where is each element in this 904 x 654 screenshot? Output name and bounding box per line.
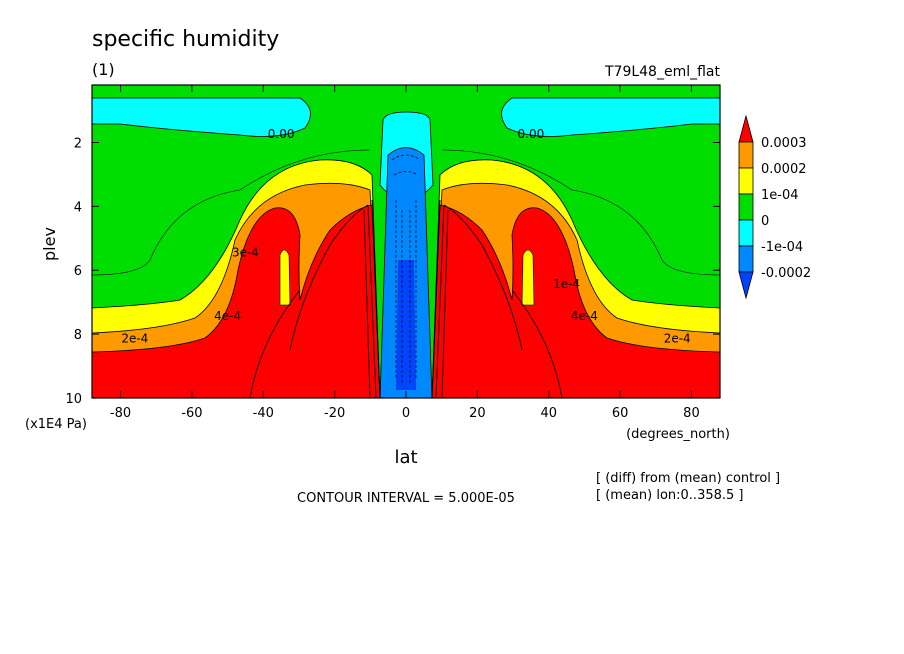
- y-tick-label: 6: [74, 264, 82, 279]
- colorbar-label: -0.0002: [761, 266, 811, 281]
- note-diff: [ (diff) from (mean) control ]: [596, 471, 780, 486]
- contour-fill: [92, 85, 720, 398]
- colorbar-label: 0.0002: [761, 162, 807, 177]
- colorbar-cell: [738, 167, 754, 195]
- contour-label: 2e-4: [664, 332, 691, 346]
- x-tick-label: -60: [181, 406, 202, 421]
- dense-contours: [249, 199, 563, 398]
- run-label: T79L48_eml_flat: [604, 64, 721, 80]
- note-mean: [ (mean) lon:0..358.5 ]: [596, 488, 744, 503]
- colorbar-cell: [738, 114, 754, 143]
- x-axis-units: (degrees_north): [626, 427, 730, 442]
- field-pocket-left: [279, 249, 291, 306]
- contour-labels: 0.00 0.00 2e-4 2e-4 4e-4 4e-4 3e-4 1e-4: [121, 127, 691, 346]
- y-axis-title: plev: [40, 227, 59, 261]
- chart-subtitle: (1): [92, 60, 115, 79]
- colorbar-cell: [738, 219, 754, 247]
- contour-label: 2e-4: [121, 332, 148, 346]
- field-red-left: [92, 204, 381, 398]
- contour-label: 0.00: [268, 127, 295, 141]
- dashed-contours: [391, 154, 421, 385]
- contour-label: 3e-4: [232, 245, 259, 259]
- y-tick-label: 8: [74, 328, 82, 343]
- x-tick-label: 60: [612, 406, 629, 421]
- field-red-right: [431, 204, 720, 398]
- colorbar-label: 0.0003: [761, 136, 807, 151]
- colorbar-label: -1e-04: [761, 240, 803, 255]
- y-axis-units: (x1E4 Pa): [25, 417, 87, 432]
- colorbar-label: 0: [761, 214, 769, 229]
- field-blue-core: [396, 260, 416, 390]
- y-tick-label: 2: [74, 136, 82, 151]
- colorbar-cell: [738, 193, 754, 221]
- colorbar-cell: [738, 271, 754, 300]
- colorbar: 0.0003 0.0002 1e-04 0 -1e-04 -0.0002: [738, 114, 811, 300]
- field-cyan-upper-left: [92, 97, 311, 137]
- contour-label: 4e-4: [571, 309, 598, 323]
- colorbar-cell: [738, 245, 754, 273]
- x-axis: -80 -60 -40 -20 0 20 40 60 80: [110, 85, 700, 421]
- contour-label: 1e-4: [553, 277, 580, 291]
- x-tick-label: 20: [469, 406, 486, 421]
- x-tick-label: -80: [110, 406, 131, 421]
- contour-label: 0.00: [518, 127, 545, 141]
- thin-contours: [92, 149, 720, 276]
- x-tick-label: 40: [540, 406, 557, 421]
- field-pocket-right: [521, 249, 535, 306]
- x-tick-label: 80: [683, 406, 700, 421]
- field-cyan-upper-right: [501, 97, 720, 137]
- chart-title: specific humidity: [92, 27, 279, 52]
- y-tick-label: 10: [65, 392, 82, 407]
- contour-label: 4e-4: [214, 309, 241, 323]
- colorbar-label: 1e-04: [761, 188, 799, 203]
- x-tick-label: -20: [324, 406, 345, 421]
- y-axis: 2 4 6 8 10: [65, 136, 720, 407]
- x-axis-title: lat: [394, 447, 417, 468]
- colorbar-cell: [738, 141, 754, 169]
- y-tick-label: 4: [74, 200, 82, 215]
- contour-interval: CONTOUR INTERVAL = 5.000E-05: [297, 491, 515, 506]
- x-tick-label: 0: [402, 406, 410, 421]
- x-tick-label: -40: [253, 406, 274, 421]
